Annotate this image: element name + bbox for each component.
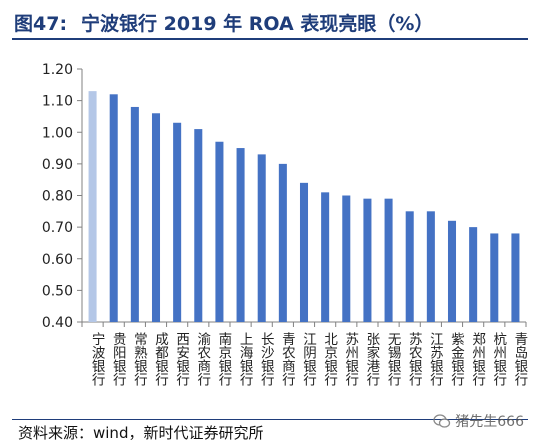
bar (257, 154, 266, 322)
x-tick-label: 青农商行 (279, 332, 296, 388)
x-tick-label: 紫金银行 (448, 332, 465, 388)
bar (278, 163, 287, 322)
x-tick-label: 贵阳银行 (110, 332, 127, 388)
x-tick-label: 宁波银行 (89, 331, 106, 388)
y-tick-label: 1.10 (42, 94, 73, 110)
x-tick-label: 上海银行 (237, 332, 254, 388)
x-tick-label: 苏州银行 (342, 332, 359, 388)
title-row: 图47: 宁波银行 2019 年 ROA 表现亮眼（%） (14, 8, 433, 36)
y-tick-label: 0.80 (42, 189, 73, 205)
x-tick-label: 南京银行 (215, 332, 232, 388)
bar (130, 106, 139, 322)
watermark: 猪先生666 (433, 411, 524, 431)
x-tick-label: 渝农商行 (194, 332, 211, 388)
bar-chart: 0.40 0.50 0.60 0.70 0.80 0.90 1.00 1.10 1.20 宁波银行… (42, 62, 528, 388)
bar (321, 192, 330, 322)
bar (299, 182, 309, 322)
bar (215, 141, 224, 322)
bar (384, 198, 393, 322)
x-tick-label: 江阴银行 (300, 332, 317, 388)
bar (194, 129, 203, 322)
bar (405, 211, 414, 322)
y-tick-label: 1.20 (42, 62, 73, 78)
y-tick-label: 0.40 (42, 315, 73, 331)
bar (236, 148, 245, 322)
source-note: 资料来源：wind，新时代证券研究所 (18, 424, 264, 442)
bar (109, 94, 118, 322)
x-tick-label: 长沙银行 (258, 332, 275, 388)
bar (173, 122, 182, 322)
x-tick-label: 苏农银行 (406, 332, 423, 388)
bar (511, 233, 520, 322)
y-tick-label: 0.50 (42, 283, 73, 299)
bar (426, 211, 435, 322)
bar (151, 113, 161, 323)
y-tick-label: 0.60 (42, 252, 73, 268)
footer-divider (12, 419, 528, 420)
wechat-icon (433, 414, 451, 428)
x-tick-label: 杭州银行 (490, 332, 507, 388)
bar (342, 195, 351, 322)
bar (447, 220, 457, 322)
watermark-text: 猪先生666 (455, 414, 524, 430)
chart-title: 宁波银行 2019 年 ROA 表现亮眼（%） (81, 12, 434, 35)
y-tick-label: 0.70 (42, 220, 73, 236)
x-tick-label: 西安银行 (173, 332, 190, 387)
x-tick-label: 郑州银行 (469, 332, 486, 388)
x-tick-label: 青岛银行 (511, 332, 528, 388)
bar (490, 233, 499, 322)
bar (363, 198, 372, 322)
title-divider (12, 38, 528, 40)
bar (469, 227, 478, 322)
x-tick-label: 常熟银行 (131, 332, 148, 388)
x-tick-label: 成都银行 (152, 332, 169, 388)
x-tick-label: 江苏银行 (427, 332, 444, 388)
figure-label: 图47: (14, 12, 68, 35)
y-tick-label: 0.90 (42, 157, 73, 173)
x-tick-label: 无锡银行 (385, 332, 402, 387)
bar (88, 91, 97, 322)
x-tick-label: 张家港行 (363, 332, 380, 388)
x-tick-label: 北京银行 (321, 332, 338, 388)
y-tick-label: 1.00 (42, 125, 73, 141)
